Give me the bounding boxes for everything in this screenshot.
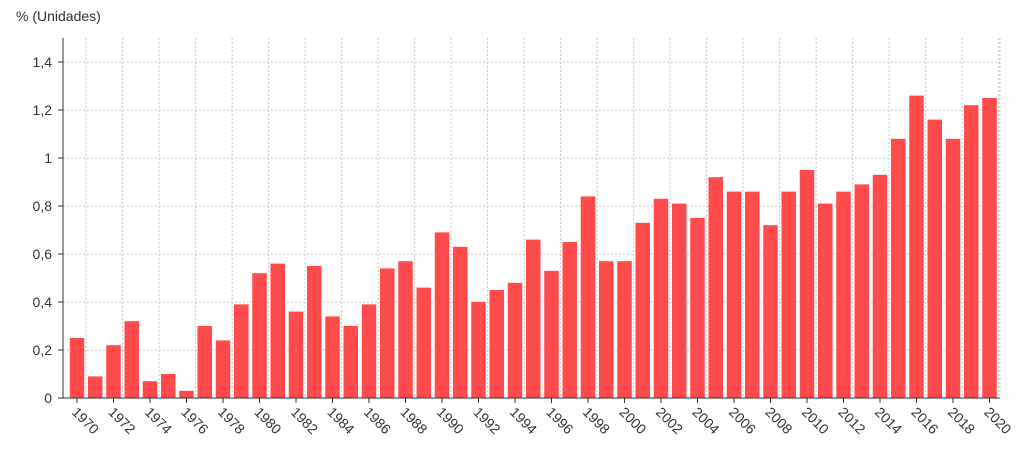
bar-2014 <box>872 174 888 398</box>
bar-1994 <box>507 282 523 398</box>
bar-1995 <box>526 239 541 398</box>
x-tick-label: 2018 <box>945 404 978 437</box>
bar-1979 <box>234 304 249 398</box>
bar-2000 <box>617 261 632 398</box>
bar-1982 <box>288 311 304 398</box>
bar-1978 <box>215 340 231 398</box>
bars <box>69 95 997 399</box>
x-ticks: 1970 1972 1974 1976 1978 1980 1982 1984 1986 1988… <box>69 398 1015 437</box>
x-tick-label: 1984 <box>324 404 357 437</box>
bar-2002 <box>653 198 669 398</box>
x-tick-label: 1970 <box>69 404 102 437</box>
y-tick-label: 0 <box>44 390 52 406</box>
bar-1993 <box>489 290 504 398</box>
bar-1988 <box>398 261 413 398</box>
x-tick-label: 2006 <box>726 404 759 437</box>
x-tick-label: 1978 <box>215 404 248 437</box>
bar-1998 <box>580 196 596 398</box>
bar-1976 <box>179 390 194 398</box>
x-tick-label: 1976 <box>178 404 211 437</box>
bar-1983 <box>307 266 322 398</box>
bar-2017 <box>927 119 942 398</box>
x-tick-label: 1998 <box>580 404 613 437</box>
x-tick-label: 1972 <box>105 404 138 437</box>
bar-1975 <box>161 374 176 398</box>
y-tick-label: 0,6 <box>33 246 53 262</box>
x-tick-label: 1980 <box>251 404 284 437</box>
x-tick-label: 1982 <box>288 404 321 437</box>
bar-2006 <box>726 191 742 398</box>
bar-2001 <box>635 222 650 398</box>
bar-2005 <box>708 177 723 398</box>
x-tick-label: 2014 <box>872 404 905 437</box>
y-tick-label: 0,4 <box>33 294 53 310</box>
x-tick-label: 2004 <box>689 404 722 437</box>
x-tick-label: 2012 <box>835 404 868 437</box>
y-tick-label: 1,4 <box>33 54 53 70</box>
bar-2012 <box>836 191 851 398</box>
bar-1990 <box>434 232 450 398</box>
bar-2020 <box>982 98 997 398</box>
bar-1980 <box>252 273 267 398</box>
x-tick-label: 2010 <box>799 404 832 437</box>
y-tick-label: 0,2 <box>33 342 53 358</box>
bar-1971 <box>88 376 103 398</box>
bar-2008 <box>763 225 778 398</box>
bar-1974 <box>142 381 158 398</box>
x-tick-label: 2000 <box>616 404 649 437</box>
x-tick-label: 1994 <box>507 404 540 437</box>
bar-1972 <box>106 345 121 398</box>
x-tick-label: 1988 <box>397 404 430 437</box>
bar-2009 <box>781 191 796 398</box>
x-tick-label: 1990 <box>434 404 467 437</box>
x-tick-label: 2002 <box>653 404 686 437</box>
x-tick-label: 2008 <box>762 404 795 437</box>
bar-1987 <box>380 268 395 398</box>
x-tick-label: 2020 <box>981 404 1014 437</box>
bar-1973 <box>124 321 139 398</box>
bar-1985 <box>343 326 358 398</box>
bar-1991 <box>453 246 468 398</box>
bar-1970 <box>69 338 85 398</box>
bar-2019 <box>964 105 979 398</box>
bar-1999 <box>599 261 614 398</box>
y-axis-label: % (Unidades) <box>16 8 101 24</box>
bar-2010 <box>799 170 815 398</box>
x-tick-label: 1986 <box>361 404 394 437</box>
x-tick-label: 1992 <box>470 404 503 437</box>
bar-1996 <box>544 270 559 398</box>
bar-2004 <box>690 218 705 398</box>
bar-1977 <box>197 326 212 398</box>
x-tick-label: 1996 <box>543 404 576 437</box>
bar-2011 <box>818 203 833 398</box>
bar-1984 <box>325 316 340 398</box>
x-tick-label: 2016 <box>908 404 941 437</box>
bar-2016 <box>909 95 924 398</box>
y-ticks: 0 0,2 0,4 0,6 0,8 1 1,2 1,4 <box>33 54 63 406</box>
y-tick-label: 1 <box>44 150 52 166</box>
bar-1981 <box>270 263 285 398</box>
bar-1997 <box>562 242 577 398</box>
grid <box>63 38 1001 398</box>
bar-2007 <box>745 191 760 398</box>
x-tick-label: 1974 <box>142 404 175 437</box>
y-tick-label: 0,8 <box>33 198 53 214</box>
bar-2018 <box>945 138 961 399</box>
bar-1992 <box>471 302 486 398</box>
y-tick-label: 1,2 <box>33 102 53 118</box>
bar-2003 <box>672 203 687 398</box>
bar-2015 <box>891 138 906 399</box>
bar-1986 <box>361 304 377 398</box>
bar-1989 <box>416 287 431 398</box>
bar-2013 <box>854 184 869 398</box>
